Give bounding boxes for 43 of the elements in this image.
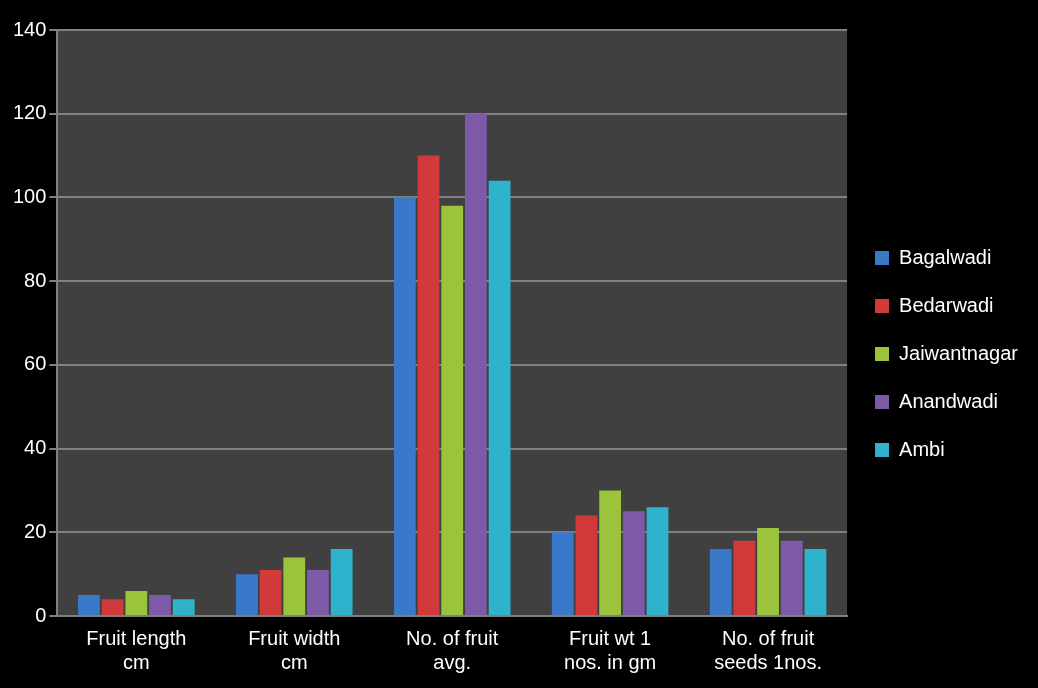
bar bbox=[393, 197, 416, 615]
bar bbox=[149, 595, 171, 615]
bar bbox=[804, 549, 827, 615]
bar bbox=[441, 205, 464, 615]
bar bbox=[125, 590, 148, 615]
bar bbox=[757, 528, 779, 615]
y-tick-label: 0 bbox=[35, 603, 47, 626]
x-tick-label: Fruit width cm bbox=[248, 626, 341, 673]
bar bbox=[235, 574, 258, 615]
legend-label: Ambi bbox=[899, 437, 945, 460]
bar bbox=[709, 549, 732, 615]
x-tick-label: No. of fruit avg. bbox=[406, 626, 499, 673]
y-tick-label: 20 bbox=[24, 519, 47, 542]
bar bbox=[78, 595, 100, 615]
bar bbox=[780, 540, 803, 615]
y-tick-label: 40 bbox=[24, 436, 47, 459]
y-tick-label: 100 bbox=[12, 184, 47, 207]
x-tick-label: No. of fruit seeds 1nos. bbox=[714, 626, 822, 673]
y-tick-label: 140 bbox=[12, 17, 47, 40]
bar bbox=[330, 549, 353, 615]
bar bbox=[465, 113, 487, 615]
legend-label: Anandwadi bbox=[899, 389, 998, 412]
y-tick-label: 60 bbox=[24, 352, 47, 375]
y-tick-label: 120 bbox=[12, 101, 47, 124]
bar bbox=[259, 569, 282, 615]
bar bbox=[307, 569, 329, 615]
y-tick-label: 80 bbox=[24, 268, 47, 291]
bar bbox=[575, 515, 598, 615]
x-tick-label: Fruit length cm bbox=[86, 626, 187, 673]
bar bbox=[551, 532, 574, 615]
bar bbox=[622, 511, 645, 615]
x-tick-label: Fruit wt 1 nos. in gm bbox=[564, 626, 657, 673]
bar bbox=[283, 557, 306, 615]
bar bbox=[733, 540, 756, 615]
bar bbox=[417, 155, 440, 615]
bar bbox=[101, 599, 124, 615]
legend-label: Bedarwadi bbox=[899, 293, 994, 316]
legend-label: Bagalwadi bbox=[899, 245, 992, 268]
bar bbox=[488, 180, 511, 615]
bar bbox=[646, 507, 669, 615]
legend-label: Jaiwantnagar bbox=[899, 341, 1019, 364]
bar bbox=[172, 599, 195, 615]
bar bbox=[599, 490, 622, 615]
